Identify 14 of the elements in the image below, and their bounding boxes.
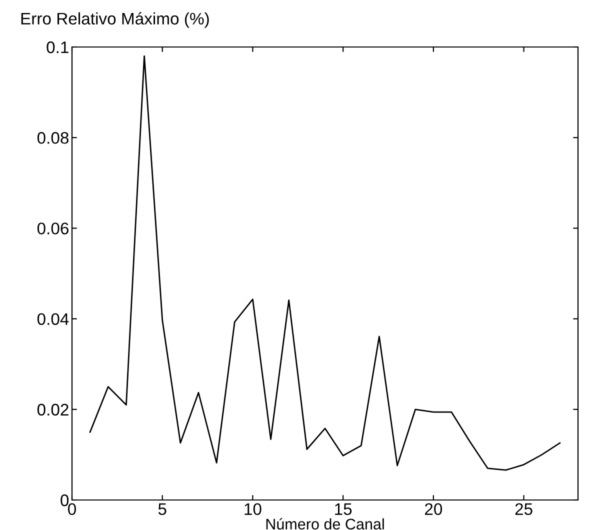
x-tick-label: 25 xyxy=(515,503,532,516)
x-tick-label: 15 xyxy=(335,503,352,516)
line-series xyxy=(89,55,561,471)
y-tick-label: 0.1 xyxy=(46,41,68,54)
x-axis-title: Número de Canal xyxy=(266,518,384,530)
y-tick-label: 0.04 xyxy=(37,313,69,326)
x-tick-label: 20 xyxy=(425,503,442,516)
x-tick-label: 5 xyxy=(158,503,166,516)
y-tick-label: 0.06 xyxy=(37,222,68,234)
y-tick-label: 0.02 xyxy=(37,404,68,416)
x-tick-label: 10 xyxy=(244,503,262,516)
y-axis-title: Erro Relativo Máximo (%) xyxy=(21,12,209,28)
y-tick-label: 0.08 xyxy=(37,132,68,144)
y-tick-label: 0 xyxy=(60,494,69,506)
